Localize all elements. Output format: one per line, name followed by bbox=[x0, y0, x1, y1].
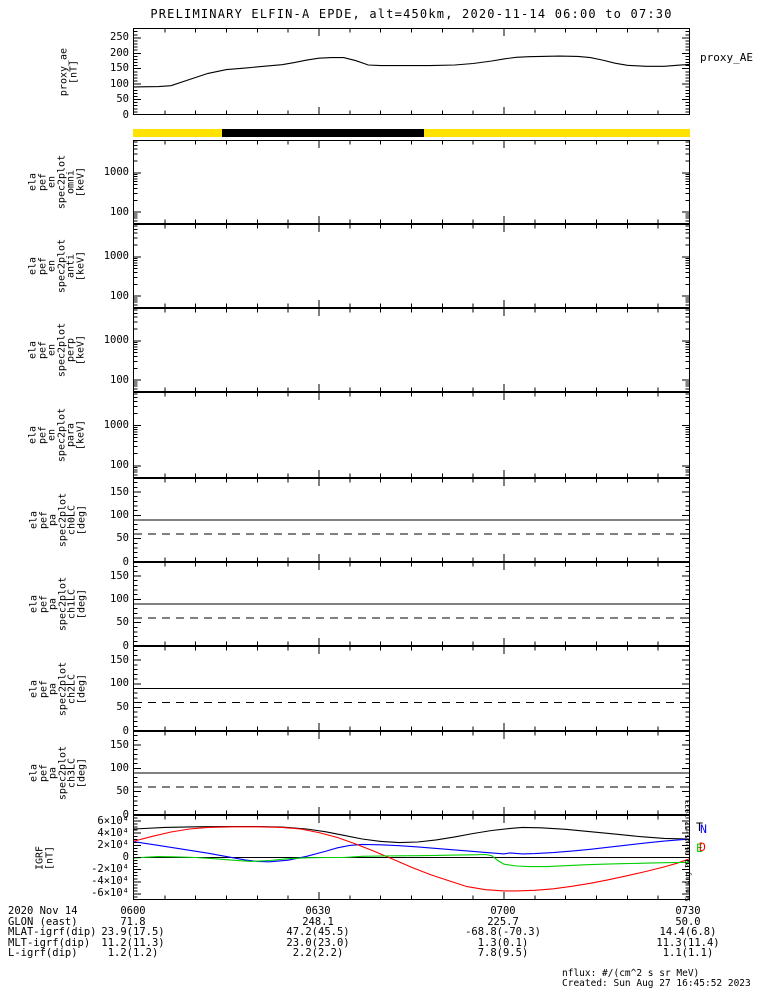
side-timestamp: Sun Aug 27 16:45:52 2023 bbox=[684, 800, 692, 902]
panel-ylabel-omni: ela pef en spec2plot omni [keV] bbox=[27, 154, 87, 210]
legend-east-component: E bbox=[696, 841, 703, 855]
ytick-label-proxy_ae: 100 bbox=[110, 77, 129, 90]
time-tick-label: 0600 bbox=[120, 905, 146, 917]
panel-anti bbox=[133, 224, 690, 308]
panel-ch1lc bbox=[133, 562, 690, 646]
annotation-value: 23.0(23.0) bbox=[286, 936, 350, 949]
panel-ylabel-proxy_ae: proxy_ae [nT] bbox=[58, 47, 80, 96]
ytick-label-ch1lc: 50 bbox=[116, 616, 129, 629]
annotation-value: 23.9(17.5) bbox=[101, 926, 165, 938]
panel-ch2lc bbox=[133, 646, 690, 731]
annotation-value: 11.3(11.4) bbox=[656, 936, 720, 949]
panel-para bbox=[133, 392, 690, 478]
page-title: PRELIMINARY ELFIN-A EPDE, alt=450km, 202… bbox=[150, 7, 673, 21]
footer-created: Created: Sun Aug 27 16:45:52 2023 bbox=[562, 978, 751, 989]
ytick-label-anti: 1000 bbox=[103, 250, 129, 263]
ytick-label-igrf: 2×10⁴ bbox=[97, 838, 129, 851]
proxy-ae-right-label: proxy_AE bbox=[700, 51, 753, 64]
panel-ylabel-igrf: IGRF [nT] bbox=[34, 845, 56, 870]
ytick-label-perp: 100 bbox=[110, 373, 129, 386]
ytick-label-proxy_ae: 250 bbox=[110, 31, 129, 44]
ytick-label-ch3lc: 0 bbox=[122, 808, 129, 821]
row-label-mlt: MLT-igrf(dip) bbox=[8, 936, 91, 949]
ytick-label-ch0lc: 0 bbox=[122, 555, 129, 568]
ytick-label-proxy_ae: 0 bbox=[122, 108, 129, 121]
panel-proxy_ae bbox=[133, 28, 690, 115]
annotation-value: 50.0 bbox=[675, 915, 701, 928]
panel-perp bbox=[133, 308, 690, 392]
ytick-label-omni: 100 bbox=[110, 205, 129, 218]
annotation-value: 7.8(9.5) bbox=[477, 947, 529, 959]
annotation-value: 225.7 bbox=[487, 915, 519, 928]
legend-down-component: D bbox=[699, 840, 706, 854]
annotation-value: -68.8(-70.3) bbox=[465, 926, 541, 938]
ytick-label-ch1lc: 150 bbox=[110, 569, 129, 582]
ytick-label-ch0lc: 150 bbox=[110, 485, 129, 498]
panel-omni bbox=[133, 140, 690, 224]
time-tick-label: 0730 bbox=[675, 905, 701, 917]
legend-north-component: N bbox=[700, 822, 707, 836]
ytick-label-igrf: -4×10⁴ bbox=[91, 875, 129, 888]
row-label-date: 2020 Nov 14 bbox=[8, 905, 78, 917]
panel-ch0lc bbox=[133, 478, 690, 562]
legend-total-field: T bbox=[696, 820, 703, 834]
annotation-value: 1.2(1.2) bbox=[107, 947, 159, 959]
ytick-label-omni: 1000 bbox=[103, 166, 129, 179]
ytick-label-proxy_ae: 150 bbox=[110, 62, 129, 75]
band-segment bbox=[133, 129, 223, 137]
annotation-value: 1.3(0.1) bbox=[477, 936, 529, 949]
row-label-mlat: MLAT-igrf(dip) bbox=[8, 926, 97, 938]
time-tick-label: 0630 bbox=[305, 905, 331, 917]
band-segment bbox=[222, 129, 424, 137]
panel-ylabel-ch0lc: ela pef pa spec2plot ch0LC [deg] bbox=[28, 492, 88, 548]
ytick-label-para: 100 bbox=[110, 459, 129, 472]
ytick-label-ch0lc: 100 bbox=[110, 508, 129, 521]
annotation-value: 11.2(11.3) bbox=[101, 936, 165, 949]
ytick-label-ch0lc: 50 bbox=[116, 532, 129, 545]
ytick-label-igrf: 6×10⁴ bbox=[97, 814, 129, 827]
annotation-value: 2.2(2.2) bbox=[292, 947, 344, 959]
ytick-label-igrf: -6×10⁴ bbox=[91, 887, 129, 900]
panel-ylabel-perp: ela pef en spec2plot perp [keV] bbox=[27, 322, 87, 378]
ytick-label-anti: 100 bbox=[110, 289, 129, 302]
panel-ylabel-para: ela pef en spec2plot para [keV] bbox=[27, 407, 87, 463]
row-label-lshell: L-igrf(dip) bbox=[8, 947, 78, 959]
panel-ylabel-ch2lc: ela pef pa spec2plot ch2LC [deg] bbox=[28, 661, 88, 716]
row-label-glon: GLON (east) bbox=[8, 915, 78, 928]
time-tick-label: 0700 bbox=[490, 905, 516, 917]
ytick-label-ch2lc: 0 bbox=[122, 724, 129, 737]
ytick-label-ch1lc: 0 bbox=[122, 639, 129, 652]
panel-ylabel-anti: ela pef en spec2plot anti [keV] bbox=[27, 238, 87, 294]
ytick-label-ch3lc: 100 bbox=[110, 761, 129, 774]
science-zone-band bbox=[133, 129, 690, 137]
ytick-label-proxy_ae: 200 bbox=[110, 46, 129, 59]
ytick-label-proxy_ae: 50 bbox=[116, 93, 129, 106]
panel-ylabel-ch1lc: ela pef pa spec2plot ch1LC [deg] bbox=[28, 576, 88, 632]
annotation-value: 47.2(45.5) bbox=[286, 926, 350, 938]
ytick-label-igrf: 4×10⁴ bbox=[97, 826, 129, 839]
annotation-value: 14.4(6.8) bbox=[659, 926, 717, 938]
band-segment bbox=[423, 129, 690, 137]
panel-ch3lc bbox=[133, 731, 690, 815]
ytick-label-ch2lc: 100 bbox=[110, 677, 129, 690]
ytick-label-ch1lc: 100 bbox=[110, 592, 129, 605]
ytick-label-igrf: 0 bbox=[122, 851, 129, 863]
ytick-label-igrf: -2×10⁴ bbox=[91, 863, 129, 876]
ytick-label-ch2lc: 50 bbox=[116, 700, 129, 713]
footer-unit-note: nflux: #/(cm^2 s sr MeV) bbox=[562, 968, 700, 979]
annotation-value: 71.8 bbox=[120, 915, 146, 928]
annotation-value: 1.1(1.1) bbox=[662, 947, 714, 959]
ytick-label-para: 1000 bbox=[103, 419, 129, 432]
ytick-label-perp: 1000 bbox=[103, 334, 129, 347]
annotation-value: 248.1 bbox=[302, 915, 334, 928]
panel-ylabel-ch3lc: ela pef pa spec2plot ch3LC [deg] bbox=[28, 745, 88, 801]
ytick-label-ch2lc: 150 bbox=[110, 653, 129, 666]
ytick-label-ch3lc: 50 bbox=[116, 785, 129, 798]
panel-igrf bbox=[133, 815, 690, 900]
ytick-label-ch3lc: 150 bbox=[110, 738, 129, 751]
